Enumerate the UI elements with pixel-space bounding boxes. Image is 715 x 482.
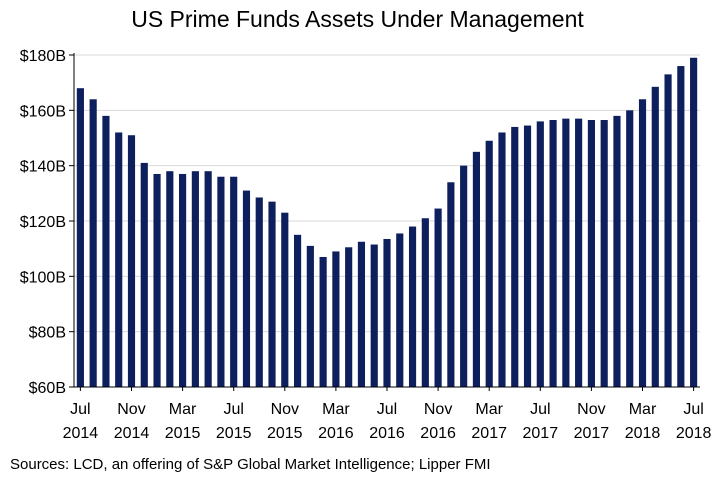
bar: [268, 201, 276, 387]
x-tick-labels: Jul 2014 Nov 2014 Mar 2015 Jul 2015 Nov 2015 Mar 20…: [63, 401, 712, 442]
bar: [638, 99, 647, 388]
bar: [306, 245, 314, 387]
x-tick-label-month: Jul: [223, 401, 243, 418]
bar: [587, 120, 595, 388]
bar: [115, 132, 123, 387]
x-tick-label-year: 2016: [369, 425, 405, 442]
bar: [166, 171, 174, 387]
bar: [89, 99, 97, 388]
bar: [204, 171, 212, 387]
bar: [153, 173, 161, 387]
bar: [523, 125, 532, 388]
bar: [434, 208, 442, 387]
x-tick-label-year: 2018: [625, 425, 661, 442]
bar: [345, 247, 353, 387]
x-tick-label-year: 2017: [471, 425, 507, 442]
bar: [485, 140, 493, 387]
x-tick-label-month: Nov: [271, 401, 299, 418]
x-tick-label-month: Jul: [530, 401, 550, 418]
axes: [69, 53, 700, 391]
x-tick-label-month: Nov: [117, 401, 145, 418]
bar: [127, 135, 136, 387]
y-tick-label: $60B: [29, 380, 66, 397]
bar: [102, 115, 110, 387]
bar: [651, 86, 659, 388]
bar: [242, 190, 251, 387]
bar: [370, 244, 378, 387]
bar: [230, 176, 238, 387]
bar: [447, 182, 455, 387]
bar: [549, 120, 557, 388]
x-tick-label-month: Nov: [424, 401, 452, 418]
y-tick-label: $100B: [20, 269, 66, 286]
bar: [319, 256, 327, 387]
y-tick-labels: $60B $80B $100B $120B $140B $160B $180B: [20, 48, 66, 397]
bar: [677, 66, 685, 388]
bar: [383, 238, 391, 387]
x-tick-label-month: Mar: [322, 401, 350, 418]
bar: [575, 118, 583, 387]
bar: [511, 126, 519, 387]
bar: [613, 115, 621, 387]
bar: [421, 218, 429, 387]
bar: [690, 57, 698, 388]
bar: [179, 173, 187, 387]
x-tick-label-year: 2018: [676, 425, 712, 442]
bar: [536, 121, 544, 388]
bar: [76, 88, 84, 387]
x-tick-label-year: 2014: [114, 425, 150, 442]
bar: [357, 241, 366, 387]
y-tick-label: $120B: [20, 214, 66, 231]
bar: [293, 234, 302, 387]
x-tick-label-month: Jul: [377, 401, 397, 418]
x-tick-label-month: Mar: [629, 401, 657, 418]
bar: [664, 74, 672, 387]
bar: [460, 165, 468, 387]
x-tick-label-year: 2017: [574, 425, 610, 442]
bar: [217, 176, 225, 387]
bar: [332, 251, 340, 387]
x-tick-label-month: Nov: [577, 401, 605, 418]
y-tick-label: $180B: [20, 48, 66, 65]
x-tick-label-year: 2015: [216, 425, 252, 442]
chart-title: US Prime Funds Assets Under Management: [131, 6, 584, 32]
y-tick-label: $160B: [20, 103, 66, 120]
bar: [472, 151, 481, 387]
x-tick-label-month: Mar: [169, 401, 197, 418]
x-tick-label-year: 2015: [267, 425, 303, 442]
x-tick-label-month: Jul: [683, 401, 703, 418]
y-tick-label: $140B: [20, 159, 66, 176]
bar: [255, 197, 263, 387]
bar: [408, 226, 417, 387]
bars: [76, 57, 698, 388]
bar: [191, 171, 199, 387]
bar: [562, 118, 570, 387]
x-tick-label-year: 2016: [318, 425, 354, 442]
x-tick-label-month: Jul: [70, 401, 90, 418]
y-tick-label: $80B: [29, 325, 66, 342]
bar: [140, 162, 148, 387]
x-tick-label-year: 2015: [165, 425, 201, 442]
x-tick-label-year: 2014: [63, 425, 99, 442]
bar: [626, 110, 634, 387]
x-tick-label-month: Mar: [475, 401, 503, 418]
bar: [498, 132, 506, 387]
source-note: Sources: LCD, an offering of S&P Global …: [10, 456, 491, 473]
x-tick-label-year: 2016: [420, 425, 456, 442]
x-tick-label-year: 2017: [523, 425, 559, 442]
bar: [600, 120, 608, 388]
bar: [396, 233, 404, 387]
bar: [281, 212, 289, 387]
